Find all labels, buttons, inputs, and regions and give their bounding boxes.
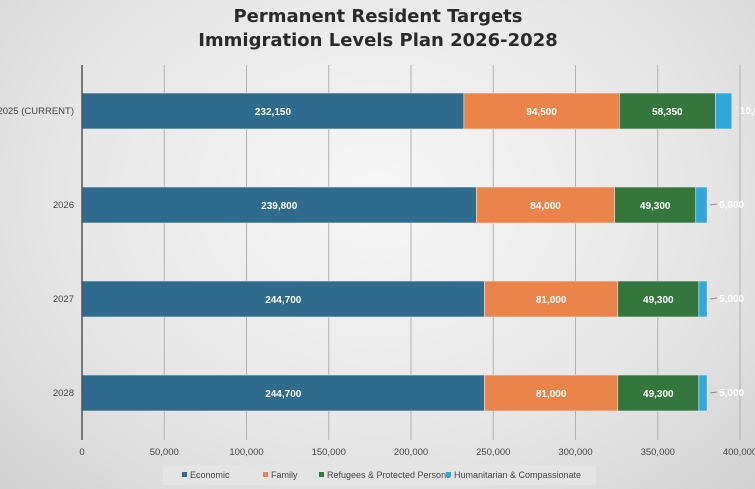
data-label: 81,000 xyxy=(536,389,567,400)
x-tick-label: 200,000 xyxy=(394,447,428,458)
bars xyxy=(81,92,733,412)
bar-segment-refugees-protected-persons xyxy=(619,92,716,130)
x-tick-label: 100,000 xyxy=(229,447,263,458)
legend-label: Economic xyxy=(190,470,230,480)
bar-segment-humanitarian-compassionate xyxy=(695,186,708,224)
legend: Economic Family Refugees & Protected Perso… xyxy=(182,470,581,480)
x-tick-label: 250,000 xyxy=(476,447,510,458)
x-axis-ticks: 0 50,000 100,000 150,000 200,000 250,000 300,0… xyxy=(79,447,755,458)
y-category-label: 2027 xyxy=(53,294,74,305)
y-axis-categories: 2025 (CURRENT) 2026 2027 2028 xyxy=(0,106,74,399)
data-label: 49,300 xyxy=(643,295,674,306)
legend-swatch xyxy=(263,472,268,477)
x-tick-label: 50,000 xyxy=(150,447,179,458)
bar-segment-humanitarian-compassionate xyxy=(715,92,733,130)
x-tick-label: 350,000 xyxy=(641,447,675,458)
legend-swatch xyxy=(319,472,324,477)
data-label: 244,700 xyxy=(265,295,302,306)
legend-label: Refugees & Protected Persons xyxy=(327,470,451,480)
data-label: 94,500 xyxy=(526,107,557,118)
data-label: 84,000 xyxy=(530,201,561,212)
leader-line xyxy=(710,391,718,394)
bar-segment-refugees-protected-persons xyxy=(617,280,700,318)
data-label: 5,000 xyxy=(719,294,744,305)
leader-line xyxy=(710,203,718,206)
bar-segment-refugees-protected-persons xyxy=(614,186,697,224)
x-tick-label: 0 xyxy=(79,447,84,458)
bar-segment-economic xyxy=(81,280,485,318)
y-category-label: 2028 xyxy=(53,388,74,399)
legend-box xyxy=(163,465,596,485)
x-tick-label: 400,000 xyxy=(723,447,755,458)
x-tick-label: 300,000 xyxy=(558,447,592,458)
chart-title-line-2: Immigration Levels Plan 2026-2028 xyxy=(198,30,558,51)
bar-segment-refugees-protected-persons xyxy=(617,374,700,412)
data-label: 81,000 xyxy=(536,295,567,306)
data-label: 58,350 xyxy=(652,107,683,118)
data-label: 49,300 xyxy=(640,201,671,212)
data-label: 232,150 xyxy=(255,107,292,118)
data-label: 49,300 xyxy=(643,389,674,400)
y-category-label: 2026 xyxy=(53,200,74,211)
data-label: 6,900 xyxy=(719,200,744,211)
bar-segment-humanitarian-compassionate xyxy=(698,280,708,318)
data-label: 5,000 xyxy=(719,388,744,399)
y-category-label: 2025 (CURRENT) xyxy=(0,106,74,117)
x-tick-label: 150,000 xyxy=(312,447,346,458)
data-labels: 232,150 94,500 58,350 10,000 239,800 84,000 49… xyxy=(255,106,755,400)
legend-label: Humanitarian & Compassionate xyxy=(454,470,581,480)
legend-swatch xyxy=(182,472,187,477)
data-label: 244,700 xyxy=(265,389,302,400)
bar-segment-family xyxy=(463,92,620,130)
data-label: 239,800 xyxy=(261,201,298,212)
data-label: 10,000 xyxy=(740,106,755,117)
chart-title-line-1: Permanent Resident Targets xyxy=(233,6,522,27)
bar-segment-family xyxy=(484,280,619,318)
leader-line xyxy=(710,297,718,300)
bar-segment-family xyxy=(484,374,619,412)
bar-segment-humanitarian-compassionate xyxy=(698,374,708,412)
legend-label: Family xyxy=(271,470,298,480)
legend-swatch xyxy=(446,472,451,477)
